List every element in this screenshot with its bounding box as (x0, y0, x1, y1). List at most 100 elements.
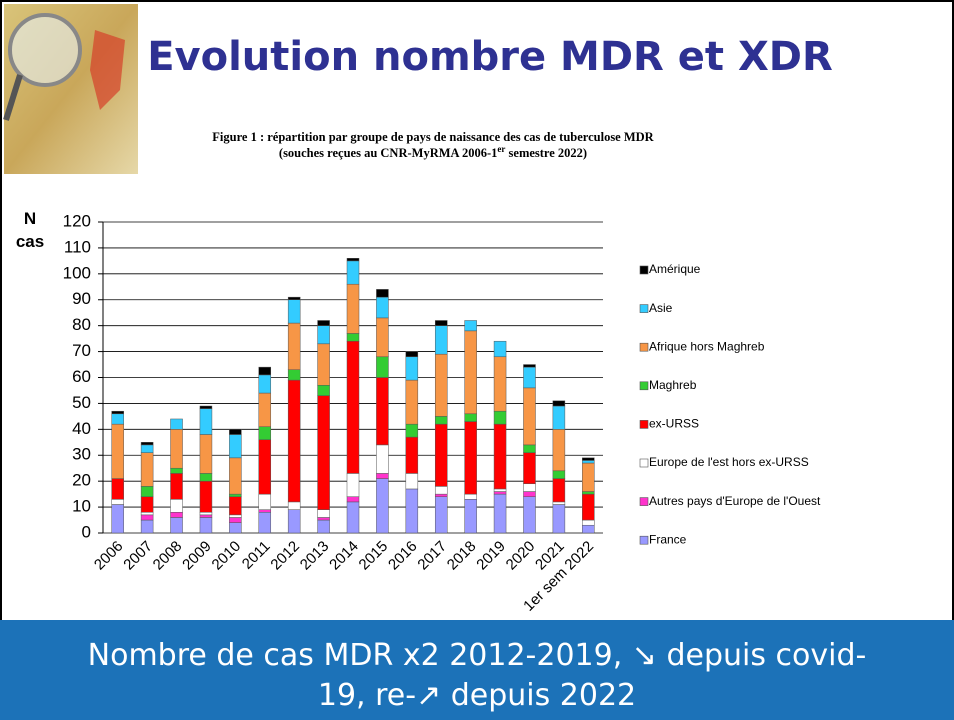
bar-segment (229, 429, 242, 435)
bar-segment (523, 491, 536, 497)
bar-segment (317, 325, 330, 345)
bar-segment (317, 519, 330, 534)
bar-segment (405, 423, 419, 438)
bar-segment (229, 522, 242, 534)
bar-segment (523, 496, 536, 534)
bar-segment (405, 436, 419, 474)
bar-segment (199, 473, 213, 482)
legend-swatch (639, 420, 649, 429)
bar-segment (111, 504, 124, 534)
bar-segment (258, 374, 272, 394)
bar-segment (493, 410, 507, 425)
y-tick-label: 40 (72, 419, 91, 438)
y-tick-label: 20 (72, 471, 91, 490)
bar-segment (523, 483, 536, 492)
bar-segment (317, 517, 330, 521)
bar-segment (523, 452, 536, 485)
legend-swatch (639, 535, 649, 545)
bar-segment (346, 496, 360, 503)
legend-swatch (639, 342, 649, 352)
y-axis-label: cas (16, 232, 44, 251)
bar-segment (229, 517, 242, 523)
bar-segment (140, 496, 154, 513)
bar-segment (493, 491, 507, 495)
bar-segment (317, 509, 330, 518)
y-tick-label: 120 (63, 211, 91, 230)
map-region (90, 30, 125, 110)
bar-segment (582, 460, 595, 464)
y-tick-label: 30 (72, 445, 91, 464)
bar-segment (493, 356, 507, 412)
bar-segment (493, 488, 507, 492)
bar-segment (346, 260, 360, 285)
bar-segment (464, 499, 477, 534)
y-tick-label: 0 (82, 522, 91, 541)
bar-segment (111, 423, 124, 479)
bar-segment (287, 379, 301, 503)
y-tick-label: 70 (72, 341, 91, 360)
legend-label: ex-URSS (649, 417, 699, 431)
bar-segment (464, 320, 477, 332)
bar-segment (464, 330, 477, 415)
bar-segment (376, 478, 389, 534)
bar-segment (523, 387, 536, 446)
bar-segment (346, 258, 360, 262)
bar-segment (582, 462, 595, 492)
bar-segment (140, 486, 154, 497)
bar-segment (317, 343, 330, 386)
bar-segment (287, 509, 301, 534)
bar-segment (199, 517, 213, 534)
bar-segment (346, 333, 360, 342)
bar-segment (376, 473, 389, 479)
bar-segment (376, 356, 389, 378)
legend-label: Asie (649, 301, 673, 315)
legend-swatch (639, 265, 649, 275)
bar-segment (582, 491, 595, 495)
bar-segment (434, 493, 448, 497)
bar-segment (317, 395, 330, 510)
bar-segment (199, 480, 213, 513)
bar-segment (405, 473, 419, 490)
bar-segment (170, 473, 183, 500)
legend-swatch (639, 497, 649, 506)
bar-segment (346, 473, 360, 497)
bar-segment (405, 379, 419, 425)
caption-part: (souches reçues au CNR-MyRMA 2006-1 (279, 146, 498, 160)
bar-segment (170, 429, 183, 469)
bar-segment (552, 470, 566, 479)
legend-label: France (649, 532, 687, 546)
bar-segment (287, 296, 301, 300)
bar-segment (199, 434, 213, 474)
bar-segment (493, 423, 507, 490)
legend-label: Autres pays d'Europe de l'Ouest (649, 494, 821, 508)
bar-segment (434, 416, 448, 425)
bar-segment (258, 509, 272, 513)
bar-segment (170, 517, 183, 534)
bar-segment (552, 400, 566, 407)
bar-segment (199, 408, 213, 435)
bar-segment (258, 426, 272, 440)
bar-segment (229, 514, 242, 518)
bar-segment (229, 434, 242, 459)
bar-segment (258, 366, 272, 376)
bar-segment (140, 519, 154, 534)
bar-segment (346, 340, 360, 474)
bar-segment (111, 499, 124, 505)
bar-segment (376, 296, 389, 319)
y-tick-label: 10 (72, 497, 91, 516)
bar-segment (405, 351, 419, 358)
bar-segment (317, 385, 330, 396)
bar-segment (140, 442, 154, 446)
bar-segment (170, 499, 183, 513)
bar-segment (287, 299, 301, 324)
bar-segment (258, 493, 272, 510)
bar-segment (376, 377, 389, 446)
bar-segment (346, 501, 360, 534)
bar-segment (493, 493, 507, 534)
bar-segment (140, 512, 154, 516)
bar-segment (287, 369, 301, 381)
bar-segment (434, 423, 448, 487)
legend-label: Europe de l'est hors ex-URSS (649, 455, 809, 469)
